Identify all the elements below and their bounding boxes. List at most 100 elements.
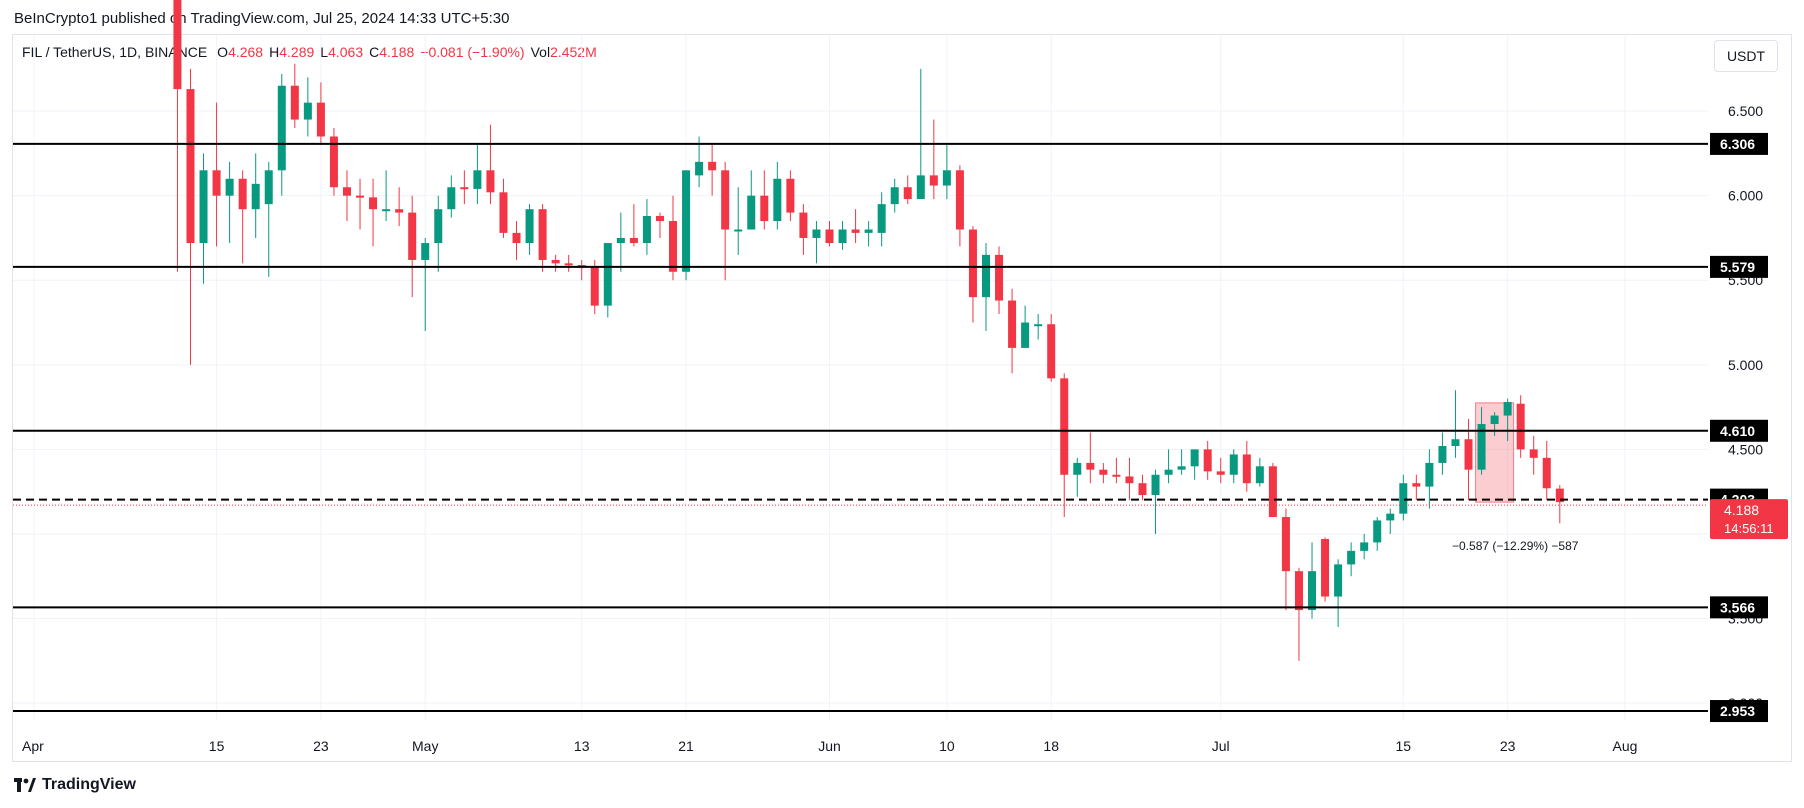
candle-up	[434, 209, 443, 244]
candle-up	[1386, 513, 1395, 521]
candle-down	[564, 263, 573, 266]
candle-up	[1347, 550, 1356, 565]
candle-down	[995, 254, 1004, 301]
candle-down	[395, 209, 404, 213]
candle-up	[525, 209, 534, 244]
candle-down	[1464, 439, 1473, 470]
candle-down	[212, 170, 221, 196]
currency-button[interactable]: USDT	[1714, 40, 1778, 72]
candle-down	[356, 195, 365, 198]
candle-up	[877, 204, 886, 233]
close-value: 4.188	[379, 44, 415, 60]
candle-up	[1073, 462, 1082, 475]
y-tick-label: 5.000	[1728, 357, 1763, 373]
candle-down	[1555, 488, 1564, 503]
candle-up	[682, 170, 691, 272]
candle-up	[1177, 466, 1186, 470]
level-label: 6.306	[1720, 136, 1755, 152]
candle-down	[1008, 300, 1017, 348]
tradingview-brand[interactable]: TradingView	[14, 776, 136, 794]
x-tick-label: 18	[1043, 738, 1059, 754]
candle-up	[1438, 446, 1447, 463]
candle-up	[864, 229, 873, 233]
candle-up	[981, 254, 990, 298]
candle-down	[655, 215, 664, 222]
candle-down	[929, 175, 938, 186]
candle-down	[1281, 517, 1290, 572]
candle-down	[799, 212, 808, 238]
candle-down	[629, 237, 638, 244]
candle-down	[1047, 324, 1056, 379]
candle-up	[1190, 449, 1199, 467]
candle-up	[1490, 415, 1499, 425]
x-tick-label: Jun	[818, 738, 841, 754]
candle-down	[1086, 462, 1095, 470]
level-label: 5.579	[1720, 259, 1755, 275]
x-tick-label: May	[412, 738, 438, 754]
countdown-label: 14:56:11	[1724, 521, 1774, 536]
candle-up	[303, 102, 312, 120]
candle-up	[1255, 466, 1264, 484]
y-tick-label: 6.500	[1728, 103, 1763, 119]
x-tick-label: 15	[209, 738, 225, 754]
x-tick-label: 15	[1396, 738, 1412, 754]
open-label: O	[217, 44, 229, 60]
symbol-legend: FIL / TetherUS, 1D, BINANCE O4.268 H4.289 L…	[22, 44, 603, 60]
candle-up	[1151, 474, 1160, 496]
candle-up	[1451, 439, 1460, 446]
last-price-label: 4.188	[1724, 502, 1759, 518]
level-label: 4.610	[1720, 423, 1755, 439]
candle-up	[473, 170, 482, 189]
candle-up	[1425, 462, 1434, 487]
candle-down	[708, 161, 717, 171]
y-tick-label: 6.000	[1728, 188, 1763, 204]
publish-info: BeInCrypto1 published on TradingView.com…	[14, 10, 510, 27]
candle-up	[225, 178, 234, 196]
x-tick-label: 10	[939, 738, 955, 754]
candle-up	[447, 187, 456, 210]
x-tick-label: 23	[313, 738, 329, 754]
candle-up	[838, 229, 847, 244]
level-tag	[1710, 255, 1768, 278]
last-price-tag	[1710, 499, 1788, 540]
candle-down	[1112, 474, 1121, 477]
candle-down	[825, 229, 834, 244]
candle-down	[590, 266, 599, 306]
low-value: 4.063	[328, 44, 364, 60]
candle-up	[1034, 324, 1043, 327]
y-tick-label: 4.500	[1728, 441, 1763, 457]
candle-up	[199, 170, 208, 244]
candle-down	[1099, 469, 1108, 475]
candle-down	[1529, 449, 1538, 458]
candle-up	[812, 229, 821, 238]
candle-down	[1542, 457, 1551, 489]
candle-up	[916, 175, 925, 200]
candle-down	[955, 170, 964, 230]
candle-down	[851, 229, 860, 233]
x-tick-label: Jul	[1212, 738, 1230, 754]
candle-up	[1477, 424, 1486, 470]
candle-down	[1060, 378, 1069, 475]
candle-down	[1242, 454, 1251, 484]
x-tick-label: Apr	[22, 738, 44, 754]
candle-down	[329, 136, 338, 188]
level-tag	[1710, 132, 1768, 155]
candle-up	[942, 170, 951, 186]
candle-down	[1138, 483, 1147, 496]
level-tag	[1710, 419, 1768, 442]
volume-label: Vol	[530, 44, 551, 60]
level-tag	[1710, 596, 1768, 619]
candle-up	[1503, 402, 1512, 416]
candle-down	[290, 85, 299, 120]
candle-down	[786, 178, 795, 213]
high-label: H	[269, 44, 280, 60]
candle-up	[1308, 571, 1317, 611]
level-label: 2.953	[1720, 703, 1755, 719]
candle-down	[760, 195, 769, 222]
symbol-title[interactable]: FIL / TetherUS, 1D, BINANCE	[22, 44, 208, 60]
x-tick-label: 13	[574, 738, 590, 754]
candle-up	[1373, 520, 1382, 543]
level-label: 3.566	[1720, 599, 1755, 615]
tradingview-logo-icon	[14, 778, 36, 792]
